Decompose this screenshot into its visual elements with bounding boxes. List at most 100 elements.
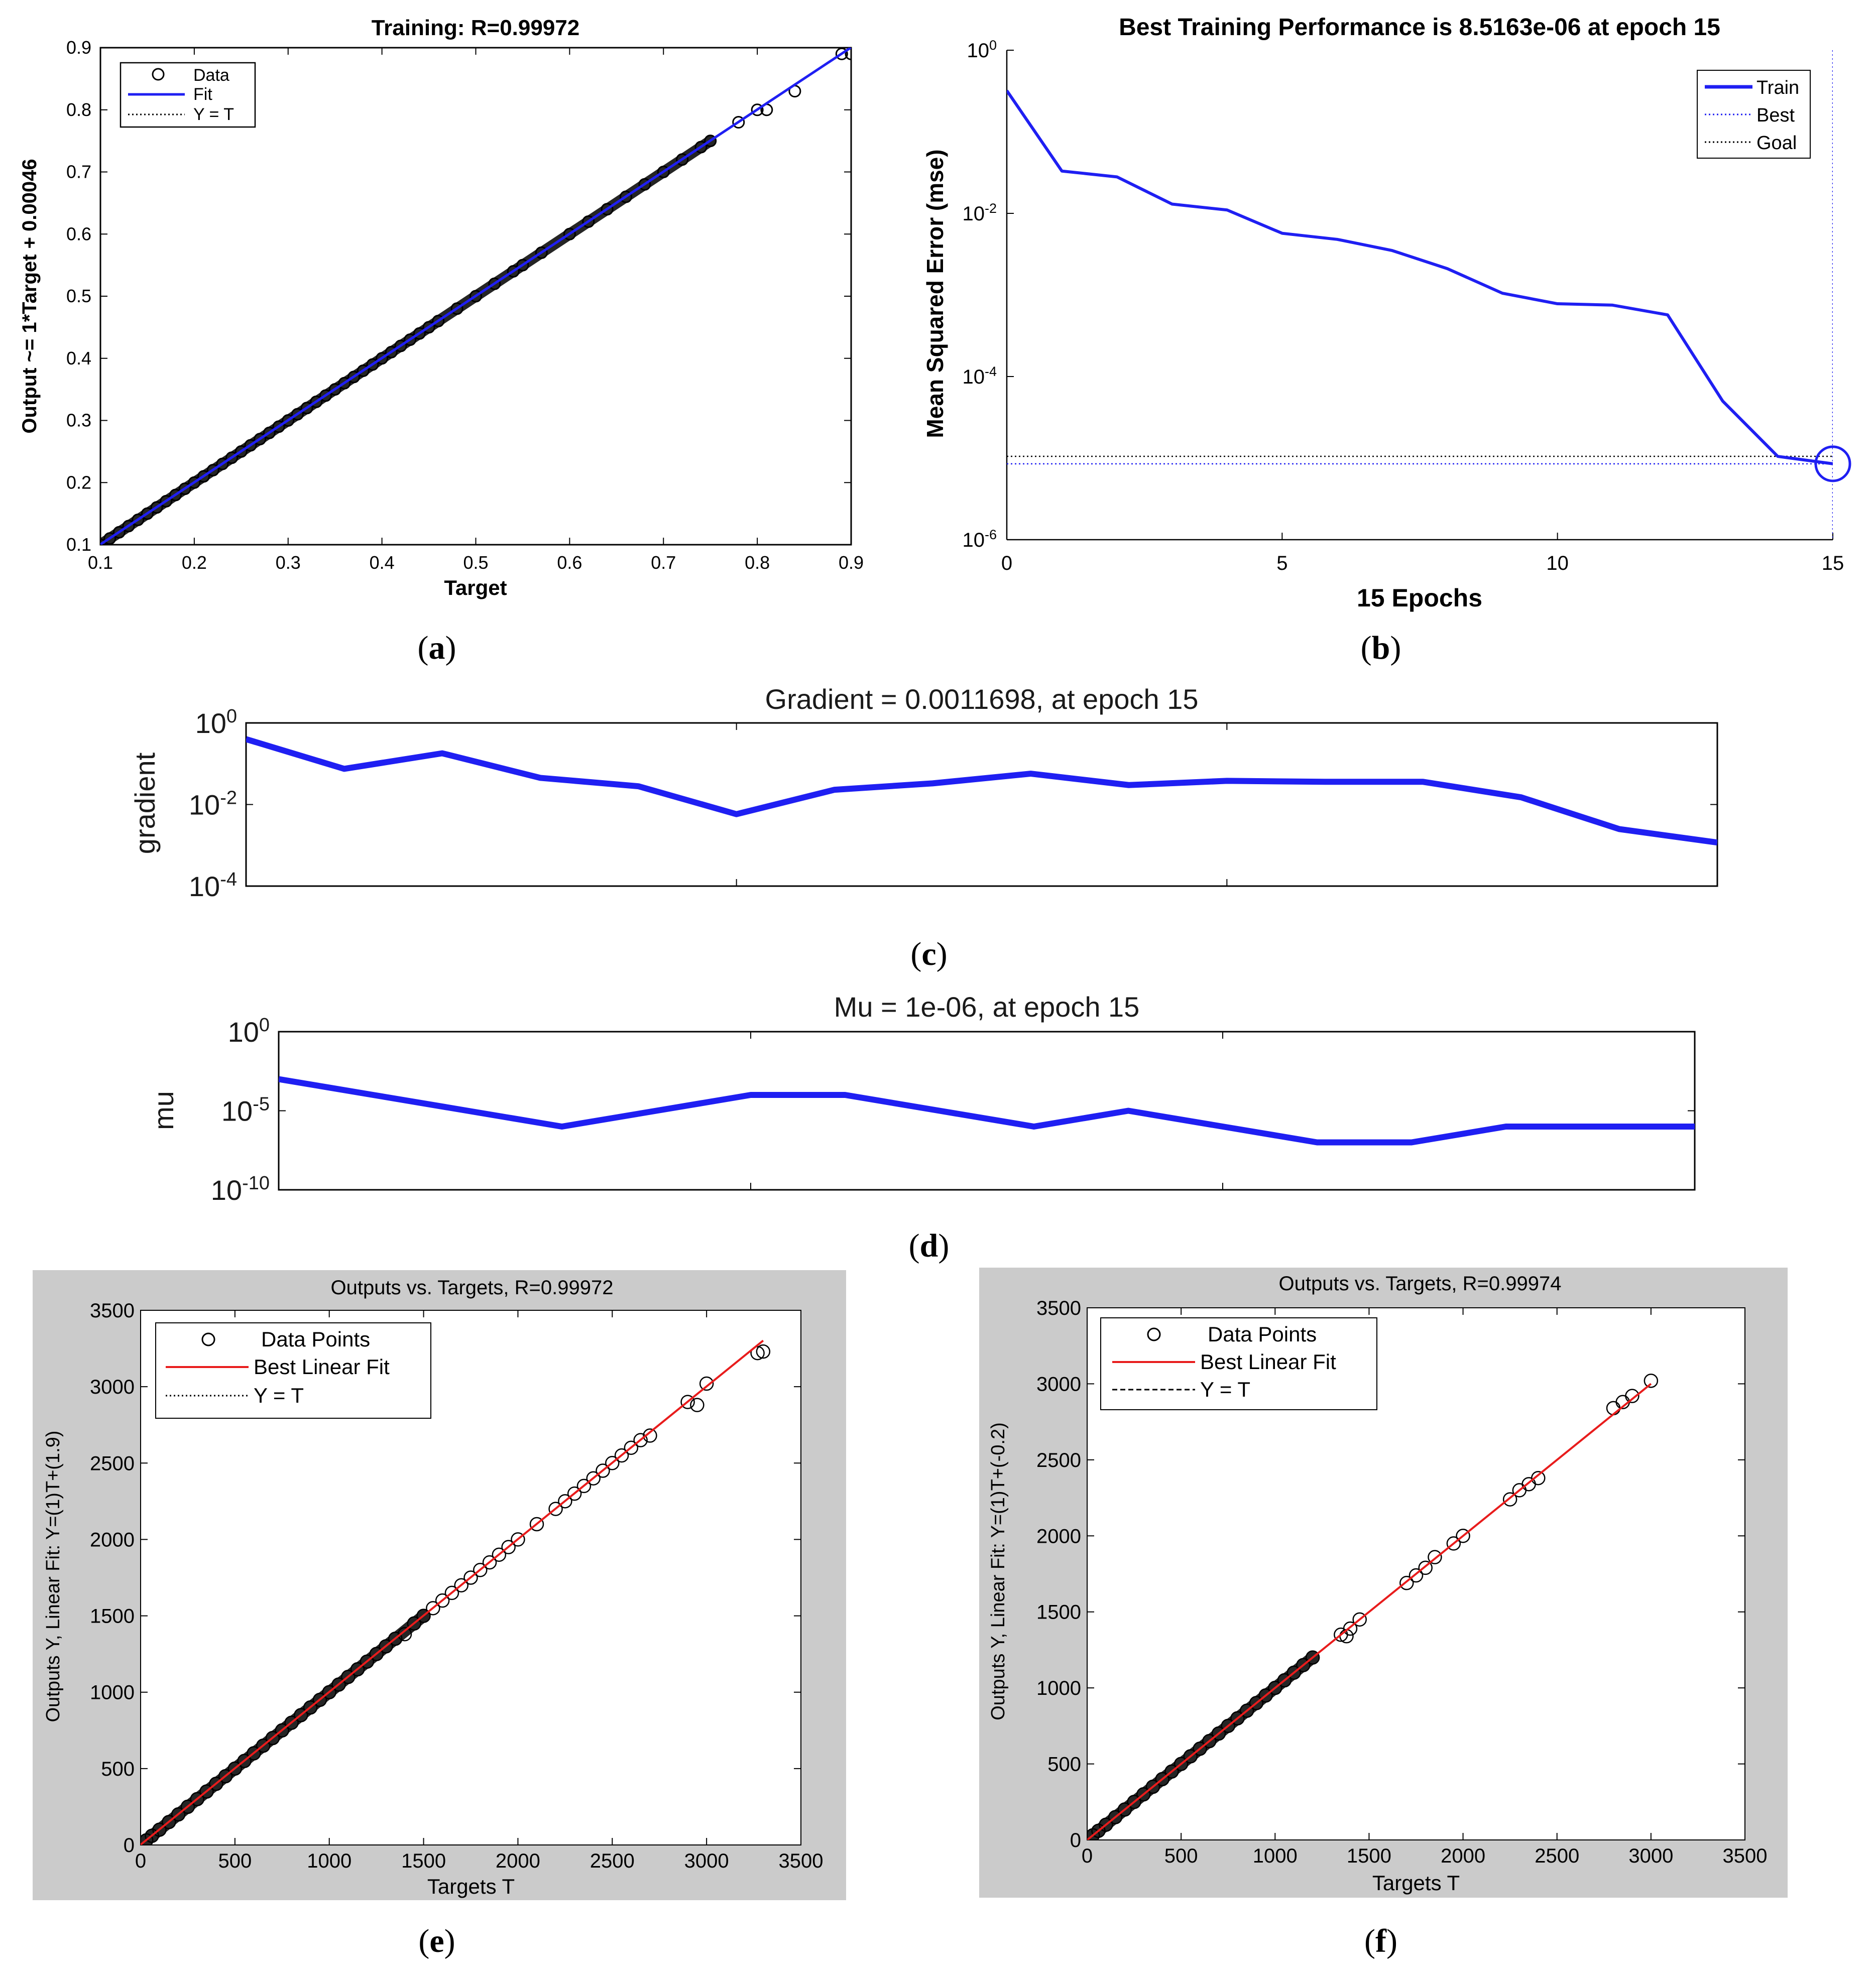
panel-a-data-point (319, 389, 332, 402)
panel-a-data-point (385, 345, 398, 358)
panel-f-xtick-label: 3500 (1723, 1845, 1768, 1867)
panel-a-data-point (347, 371, 361, 384)
panel-e-data-point (265, 1731, 280, 1746)
panel-f-data-point (1211, 1726, 1226, 1741)
panel-a-data-point (507, 265, 520, 278)
panel-a-data-point (535, 246, 548, 259)
panel-e-data-point (454, 1578, 468, 1592)
panel-e-ytick-label: 3500 (90, 1300, 135, 1322)
panel-e-data-point (614, 1448, 629, 1463)
panel-a-legend-data-marker (152, 68, 165, 81)
panel-a-data-point (141, 507, 154, 520)
panel-f-fit-line (1087, 1383, 1652, 1840)
panel-f-data-point (1352, 1612, 1367, 1627)
panel-b-xtick-label: 15 (1822, 552, 1844, 574)
panel-a-data-point (206, 464, 219, 476)
panel-e-data-point (482, 1555, 497, 1570)
panel-f-data-point (1268, 1680, 1282, 1695)
panel-c-ytick-label: 10-2 (189, 788, 237, 821)
panel-f-xlabel: Targets T (1372, 1871, 1460, 1895)
panel-e-xtick-label: 2000 (496, 1850, 540, 1872)
panel-b-xtick-label: 0 (1001, 552, 1012, 574)
panel-b-ytick-label: 10-2 (962, 201, 997, 225)
panel-c-ylabel: gradient (129, 752, 161, 854)
panel-e-ytick-label: 500 (101, 1758, 135, 1780)
panel-f-data-point (1418, 1560, 1433, 1575)
panel-f-data-point (1258, 1688, 1273, 1703)
panel-a-data-point (751, 103, 764, 116)
panel-a-data-point (422, 321, 435, 334)
panel-e-data-point (360, 1654, 375, 1669)
panel-f-data-point (1099, 1817, 1113, 1832)
panel-e-data-point (605, 1456, 620, 1470)
panel-f-xtick-label: 3000 (1628, 1845, 1673, 1867)
panel-e-data-point (209, 1777, 223, 1791)
panel-f-xtick-label: 2000 (1441, 1845, 1485, 1867)
panel-f-xtick-label: 1000 (1253, 1845, 1298, 1867)
panel-e-data-point (190, 1792, 204, 1806)
panel-e-data-point (275, 1723, 290, 1738)
panel-e-data-point (501, 1540, 516, 1554)
panel-b-best-marker (1814, 445, 1851, 482)
panel-a-data-point (310, 395, 323, 408)
panel-e-data-point (284, 1715, 299, 1730)
panel-f-ylabel: Outputs Y, Linear Fit: Y=(1)T+(-0.2) (988, 1422, 1009, 1720)
panel-e-data-point (388, 1631, 403, 1646)
panel-e-data-point (596, 1463, 610, 1478)
panel-e-data-point (586, 1471, 601, 1486)
panel-e-ytick-label: 3000 (90, 1376, 135, 1398)
panel-a-ytick-label: 0.7 (66, 162, 91, 182)
panel-e-data-point (397, 1627, 412, 1642)
panel-f-data-point (1155, 1772, 1169, 1787)
panel-c-caption-letter: (c) (910, 936, 947, 972)
panel-e-data-point (369, 1647, 384, 1661)
panel-a-fit-line (100, 48, 851, 545)
panel-a-data-point (845, 48, 851, 60)
panel-b-caption-letter: (b) (1361, 630, 1401, 666)
panel-a-data-point (404, 333, 417, 346)
panel-f-data-point (1531, 1470, 1546, 1486)
panel-f-data-point (1305, 1650, 1320, 1665)
panel-f-xtick-label: 1500 (1347, 1845, 1391, 1867)
panel-f-data-point (1193, 1742, 1207, 1756)
panel-b-legend-label-train: Train (1756, 77, 1799, 98)
panel-e-legend-label-yt: Y = T (254, 1384, 304, 1407)
panel-b-legend: Train Best Goal (1697, 70, 1811, 159)
panel-b-ylabel: Mean Squared Error (mse) (922, 149, 948, 438)
panel-b-ytick-label: 100 (967, 38, 997, 62)
panel-a-data-point (338, 377, 351, 390)
panel-a-data-point (357, 364, 370, 377)
panel-f-ytick-label: 1000 (1036, 1677, 1081, 1699)
panel-f-data-point (1343, 1621, 1358, 1636)
panel-f-data-point (1239, 1703, 1254, 1718)
panel-e-data-point (435, 1593, 450, 1608)
panel-f-ytick-label: 2500 (1036, 1449, 1081, 1471)
panel-f-ytick-label: 3000 (1036, 1373, 1081, 1395)
panel-f-data-point (1202, 1734, 1217, 1749)
panel-a-data-point (197, 470, 210, 483)
panel-a-data-point (150, 501, 163, 514)
panel-a-caption-letter: (a) (418, 630, 456, 666)
panel-a-xtick-label: 0.7 (651, 552, 676, 573)
panel-a-xtick-label: 0.8 (745, 552, 770, 573)
panel-b-legend-label-goal: Goal (1756, 133, 1797, 154)
panel-e-xtick-label: 3000 (684, 1850, 729, 1872)
panel-a-ylabel: Output ~= 1*Target + 0.00046 (19, 159, 41, 433)
panel-a-xtick-label: 0.1 (88, 552, 113, 573)
panel-e-data-point (643, 1428, 657, 1443)
panel-e-ytick-label: 1000 (90, 1682, 135, 1704)
panel-a-data-point (244, 439, 257, 452)
panel-e-data-point (633, 1433, 648, 1447)
panel-e-data-point (218, 1769, 233, 1784)
panel-f-legend: Data Points Best Linear Fit Y = T (1100, 1317, 1377, 1410)
panel-a-data-point (563, 227, 576, 240)
panel-a-xtick-label: 0.9 (839, 552, 864, 573)
panel-e-data-point (407, 1616, 422, 1631)
panel-f-xtick-label: 2500 (1535, 1845, 1579, 1867)
panel-e-data-point (558, 1494, 572, 1509)
panel-a-ytick-label: 0.3 (66, 410, 91, 431)
panel-a-data-point (112, 526, 126, 539)
panel-a-data-point (122, 520, 135, 533)
panel-a-xtick-label: 0.5 (463, 552, 488, 573)
